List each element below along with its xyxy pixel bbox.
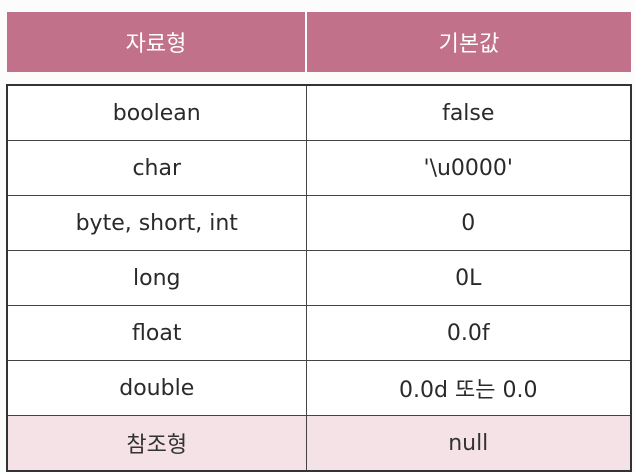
table-row-char: char '\u0000' [6,140,632,196]
header-row: 자료형 기본값 [7,12,631,72]
header-data-type: 자료형 [7,12,307,72]
header-gap [7,72,631,85]
type-cell: double [6,360,307,416]
default-cell: null [305,415,632,472]
default-values-table-container: 자료형 기본값 boolean false char '\u0000' byte… [6,12,632,472]
type-cell: float [6,305,307,361]
header-default-value: 기본값 [306,12,631,72]
table-row-double: double 0.0d 또는 0.0 [6,360,632,416]
table-row-float: float 0.0f [6,305,632,361]
default-cell: 0.0d 또는 0.0 [305,360,632,416]
table-row-integers: byte, short, int 0 [6,195,632,251]
type-cell: boolean [6,84,307,141]
table-row-reference: 참조형 null [6,415,632,472]
type-cell: long [6,250,307,306]
table-row-boolean: boolean false [6,84,632,141]
table-row-long: long 0L [6,250,632,306]
default-cell: 0L [305,250,632,306]
type-cell: char [6,140,307,196]
table-body: boolean false char '\u0000' byte, short,… [6,84,632,472]
default-cell: false [305,84,632,141]
gap-cell [7,72,631,85]
default-cell: 0 [305,195,632,251]
default-values-table: 자료형 기본값 boolean false char '\u0000' byte… [6,12,632,472]
type-cell: byte, short, int [6,195,307,251]
default-cell: '\u0000' [305,140,632,196]
type-cell: 참조형 [6,415,307,472]
default-cell: 0.0f [305,305,632,361]
table-header: 자료형 기본값 [7,12,631,72]
